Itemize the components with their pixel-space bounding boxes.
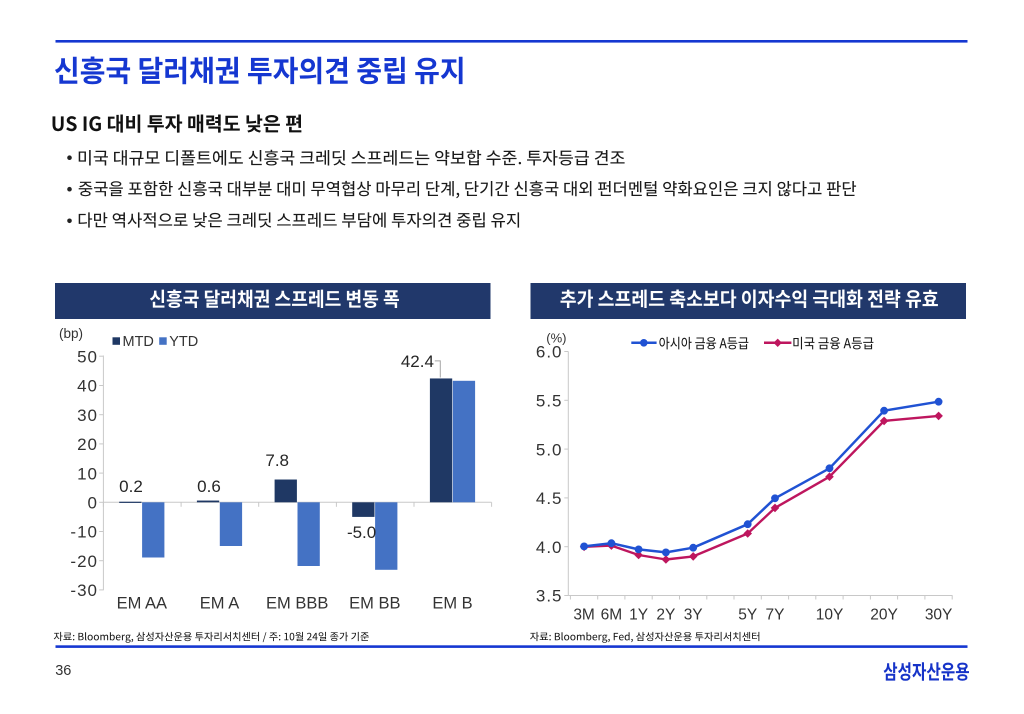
- svg-text:40: 40: [77, 377, 98, 396]
- svg-text:5.5: 5.5: [536, 392, 563, 411]
- svg-text:0.6: 0.6: [197, 477, 221, 496]
- svg-text:6.0: 6.0: [536, 343, 563, 362]
- svg-text:20Y: 20Y: [870, 607, 898, 624]
- svg-text:3.5: 3.5: [536, 587, 563, 606]
- svg-text:0.2: 0.2: [119, 477, 143, 496]
- svg-text:0: 0: [88, 494, 98, 513]
- svg-text:EM BBB: EM BBB: [266, 595, 328, 613]
- svg-text:YTD: YTD: [169, 334, 198, 350]
- svg-text:3M: 3M: [573, 607, 595, 624]
- svg-text:MTD: MTD: [123, 334, 154, 350]
- svg-text:EM BB: EM BB: [349, 595, 400, 613]
- svg-text:7Y: 7Y: [766, 607, 785, 624]
- svg-text:-10: -10: [70, 523, 98, 542]
- svg-text:30: 30: [77, 406, 98, 425]
- svg-text:EM B: EM B: [432, 595, 472, 613]
- svg-text:10Y: 10Y: [816, 607, 844, 624]
- svg-text:30Y: 30Y: [925, 607, 953, 624]
- svg-text:7.8: 7.8: [265, 451, 289, 470]
- svg-text:36: 36: [55, 663, 71, 679]
- svg-text:5Y: 5Y: [738, 607, 757, 624]
- svg-text:5.0: 5.0: [536, 440, 563, 459]
- svg-text:10: 10: [77, 464, 98, 483]
- svg-text:EM AA: EM AA: [117, 595, 167, 613]
- svg-text:EM A: EM A: [200, 595, 239, 613]
- svg-text:-30: -30: [70, 581, 98, 600]
- svg-text:1Y: 1Y: [629, 607, 648, 624]
- svg-text:-20: -20: [70, 552, 98, 571]
- svg-text:4.0: 4.0: [536, 538, 563, 557]
- svg-text:42.4: 42.4: [401, 352, 434, 371]
- svg-text:4.5: 4.5: [536, 489, 563, 508]
- svg-text:50: 50: [77, 347, 98, 366]
- svg-text:-5.0: -5.0: [347, 523, 376, 542]
- svg-text:20: 20: [77, 435, 98, 454]
- svg-text:6M: 6M: [601, 607, 623, 624]
- svg-text:(%): (%): [546, 331, 566, 346]
- svg-text:3Y: 3Y: [684, 607, 703, 624]
- svg-text:2Y: 2Y: [656, 607, 675, 624]
- svg-text:(bp): (bp): [59, 326, 83, 341]
